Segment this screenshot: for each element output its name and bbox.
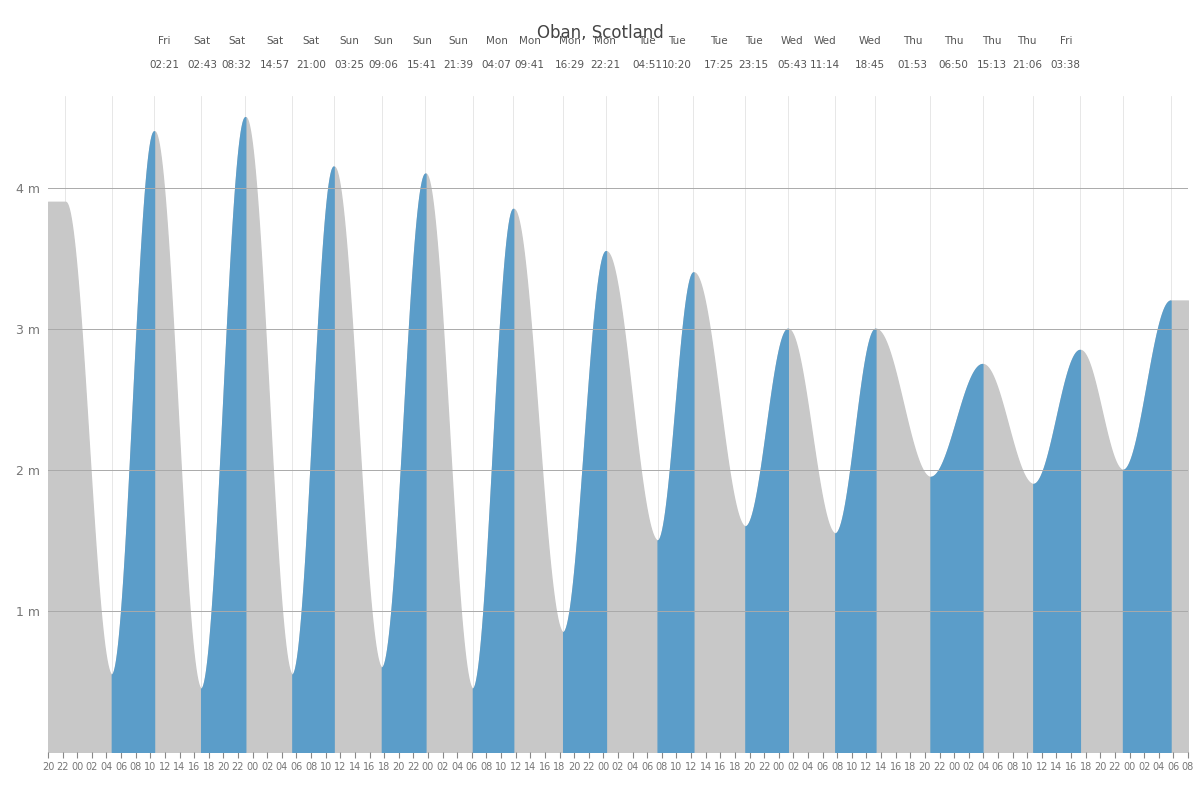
Text: Wed: Wed bbox=[781, 37, 804, 46]
Text: Thu: Thu bbox=[1018, 37, 1037, 46]
Text: 02:43: 02:43 bbox=[187, 60, 217, 70]
Text: Thu: Thu bbox=[982, 37, 1002, 46]
Text: 09:41: 09:41 bbox=[515, 60, 545, 70]
Text: 10:20: 10:20 bbox=[661, 60, 691, 70]
Text: 15:13: 15:13 bbox=[977, 60, 1007, 70]
Text: Sun: Sun bbox=[413, 37, 432, 46]
Text: 04:07: 04:07 bbox=[481, 60, 511, 70]
Text: Sun: Sun bbox=[373, 37, 394, 46]
Text: 23:15: 23:15 bbox=[738, 60, 769, 70]
Text: 22:21: 22:21 bbox=[590, 60, 620, 70]
Text: 16:29: 16:29 bbox=[556, 60, 586, 70]
Text: 21:06: 21:06 bbox=[1012, 60, 1042, 70]
Text: Mon: Mon bbox=[559, 37, 581, 46]
Text: 04:51: 04:51 bbox=[632, 60, 662, 70]
Text: Mon: Mon bbox=[594, 37, 616, 46]
Text: Sat: Sat bbox=[266, 37, 283, 46]
Text: Tue: Tue bbox=[745, 37, 762, 46]
Text: Mon: Mon bbox=[518, 37, 540, 46]
Text: 02:21: 02:21 bbox=[149, 60, 179, 70]
Text: Sat: Sat bbox=[302, 37, 319, 46]
Text: 11:14: 11:14 bbox=[810, 60, 840, 70]
Text: 14:57: 14:57 bbox=[260, 60, 290, 70]
Text: Thu: Thu bbox=[944, 37, 964, 46]
Text: 01:53: 01:53 bbox=[898, 60, 928, 70]
Text: Oban, Scotland: Oban, Scotland bbox=[536, 24, 664, 42]
Text: 03:38: 03:38 bbox=[1051, 60, 1081, 70]
Text: 09:06: 09:06 bbox=[368, 60, 398, 70]
Text: 03:25: 03:25 bbox=[335, 60, 365, 70]
Text: Tue: Tue bbox=[710, 37, 727, 46]
Text: 15:41: 15:41 bbox=[407, 60, 437, 70]
Text: Fri: Fri bbox=[157, 37, 170, 46]
Text: Sun: Sun bbox=[340, 37, 359, 46]
Text: 06:50: 06:50 bbox=[938, 60, 968, 70]
Text: 18:45: 18:45 bbox=[854, 60, 884, 70]
Text: Mon: Mon bbox=[486, 37, 508, 46]
Text: Sat: Sat bbox=[228, 37, 245, 46]
Text: Wed: Wed bbox=[814, 37, 836, 46]
Text: Sat: Sat bbox=[193, 37, 210, 46]
Text: Wed: Wed bbox=[858, 37, 881, 46]
Text: Sun: Sun bbox=[448, 37, 468, 46]
Text: Fri: Fri bbox=[1060, 37, 1072, 46]
Text: Tue: Tue bbox=[667, 37, 685, 46]
Text: 17:25: 17:25 bbox=[703, 60, 734, 70]
Text: 05:43: 05:43 bbox=[778, 60, 808, 70]
Text: Thu: Thu bbox=[902, 37, 922, 46]
Text: 21:00: 21:00 bbox=[296, 60, 326, 70]
Text: 08:32: 08:32 bbox=[222, 60, 252, 70]
Text: 21:39: 21:39 bbox=[443, 60, 473, 70]
Text: Tue: Tue bbox=[638, 37, 656, 46]
